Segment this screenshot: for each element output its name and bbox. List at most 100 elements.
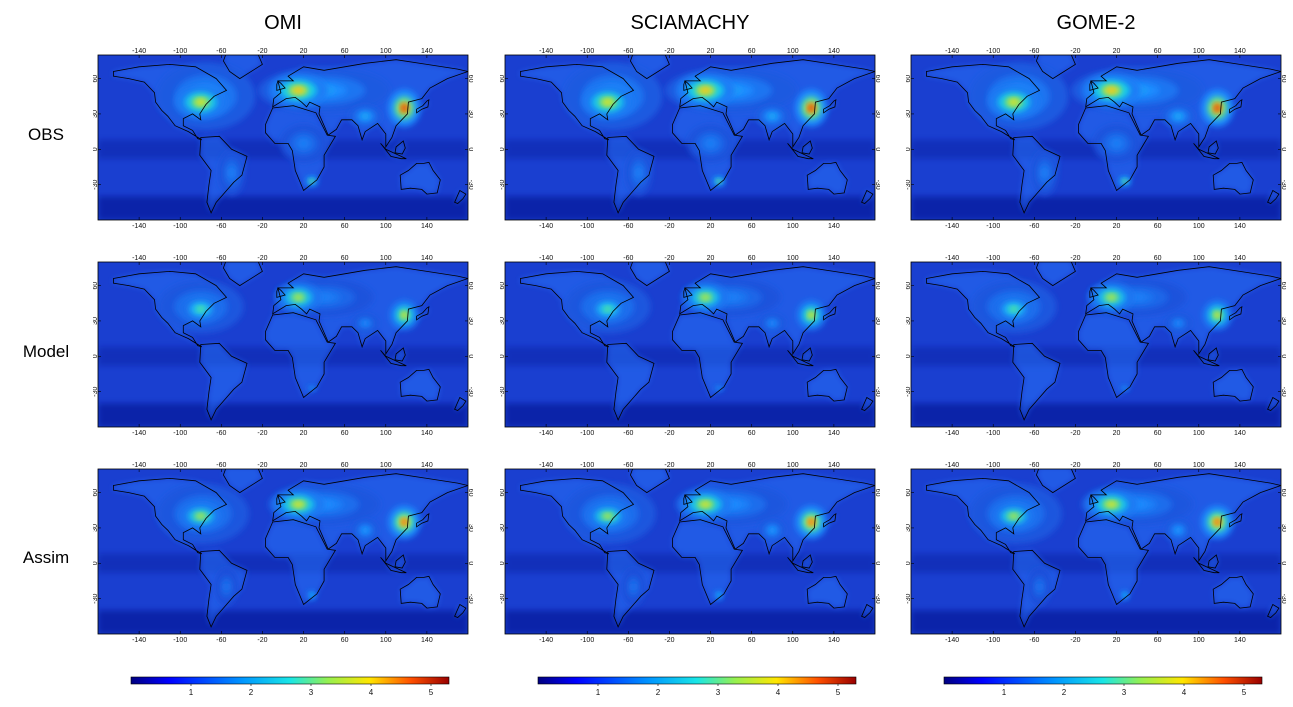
- lon-tick-label-top: -140: [132, 48, 146, 55]
- land-tint-borneo: [395, 141, 406, 154]
- hotspot: [293, 501, 304, 507]
- colorbar-tick-label: 5: [1242, 688, 1247, 697]
- coastline-borneo: [1207, 554, 1219, 569]
- coastline-africa: [265, 519, 337, 606]
- land-tint-indonesia: [380, 143, 407, 159]
- lat-tick-label-right: -30: [874, 387, 880, 397]
- lon-tick-label-bottom: 100: [380, 223, 392, 230]
- hotspot: [603, 99, 613, 106]
- coastline-uk: [276, 494, 286, 505]
- colorbar-tick-label: 3: [1122, 688, 1127, 697]
- southern-band: [505, 403, 875, 427]
- land-tint-indonesia: [1193, 350, 1220, 366]
- coastline-japan: [1229, 99, 1243, 114]
- lon-tick-label-top: -100: [173, 255, 187, 262]
- lat-tick-label-left: 60: [906, 75, 912, 83]
- map-frame: [97, 468, 469, 635]
- lat-tick-label-right: 60: [467, 282, 473, 290]
- colorbar-tick-label: 2: [249, 688, 254, 697]
- land-tint-south-america: [199, 343, 247, 420]
- lon-tick-label-bottom: -20: [257, 430, 267, 437]
- land-tint-borneo: [802, 348, 813, 361]
- colorbar-tick-label: 4: [369, 688, 374, 697]
- lon-tick-label-top: -60: [1029, 462, 1039, 469]
- lon-tick-label-bottom: -100: [986, 223, 1000, 230]
- lon-tick-label-bottom: 140: [421, 637, 433, 644]
- coastline-south-america: [199, 135, 248, 214]
- lon-tick-label-bottom: -20: [1070, 637, 1080, 644]
- lon-tick-label-bottom: -60: [216, 637, 226, 644]
- coastline-uk: [276, 287, 286, 298]
- hotspot: [294, 294, 303, 300]
- coastline-borneo: [801, 554, 813, 569]
- hotspot: [1175, 528, 1181, 533]
- lon-tick-label-bottom: 60: [341, 223, 349, 230]
- lat-tick-label-right: 0: [1280, 147, 1286, 151]
- lon-tick-label-bottom: -140: [945, 223, 959, 230]
- lon-tick-label-top: 60: [748, 462, 756, 469]
- colorbar-tick-label: 3: [309, 688, 314, 697]
- hotspot: [636, 168, 641, 177]
- coastline-new-zealand: [454, 189, 467, 204]
- map-canvas: -140 -140 -100 -100 -60 -60 -20 -20 20 20 60 60 100 1…: [93, 462, 473, 644]
- lon-tick-label-bottom: -60: [216, 430, 226, 437]
- lon-tick-label-bottom: -100: [173, 637, 187, 644]
- lat-tick-label-left: 30: [93, 110, 99, 118]
- southern-band: [98, 403, 468, 427]
- coastline-indonesia: [787, 350, 814, 367]
- coastline-new-zealand: [454, 603, 467, 618]
- lon-tick-label-top: -140: [945, 462, 959, 469]
- lon-tick-label-top: -100: [580, 255, 594, 262]
- lon-tick-label-bottom: -100: [580, 430, 594, 437]
- coastline-indonesia: [1193, 557, 1220, 574]
- coastline-uk: [683, 287, 693, 298]
- lat-tick-label-left: 30: [906, 110, 912, 118]
- southern-band: [98, 196, 468, 220]
- lon-tick-label-top: 60: [748, 48, 756, 55]
- lat-tick-label-left: 30: [500, 317, 506, 325]
- lon-tick-label-top: 60: [341, 48, 349, 55]
- coastline-south-america: [606, 342, 655, 421]
- coastline-indonesia: [1193, 350, 1220, 367]
- lon-tick-label-top: -20: [257, 48, 267, 55]
- lat-tick-label-right: 0: [1280, 354, 1286, 358]
- lat-tick-label-right: 30: [1280, 110, 1286, 118]
- lon-tick-label-top: 140: [828, 48, 840, 55]
- hotspot: [196, 99, 206, 106]
- land-tint-new-zealand: [1267, 397, 1279, 411]
- coastline-australia: [1212, 161, 1254, 195]
- lon-tick-label-bottom: 60: [1154, 223, 1162, 230]
- land-tint-borneo: [395, 555, 406, 568]
- lat-tick-label-right: 30: [467, 110, 473, 118]
- coastline-africa: [1078, 105, 1150, 192]
- lon-tick-label-top: 20: [300, 462, 308, 469]
- map-panel-obs-gome-2: -140 -140 -100 -100 -60 -60 -20 -20 20 20 60 60 100 1…: [906, 45, 1286, 230]
- row-label-1: Model: [22, 342, 70, 361]
- lon-tick-label-top: -140: [945, 48, 959, 55]
- coastline-indonesia: [787, 557, 814, 574]
- land-tint-africa: [265, 312, 336, 398]
- coastline-indonesia: [1193, 143, 1220, 160]
- land-tint-greenland: [223, 469, 263, 493]
- lon-tick-label-bottom: -140: [132, 637, 146, 644]
- colorbar-gradient: [943, 676, 1263, 685]
- land-tint-indonesia: [380, 350, 407, 366]
- lon-tick-label-bottom: -20: [664, 223, 674, 230]
- lat-tick-label-right: 0: [467, 147, 473, 151]
- coastline-south-america: [606, 549, 655, 628]
- coastline-indonesia: [380, 350, 407, 367]
- lon-tick-label-bottom: -100: [580, 223, 594, 230]
- lon-tick-label-bottom: -140: [539, 223, 553, 230]
- row-label-0: OBS: [28, 125, 64, 144]
- lat-tick-label-left: 0: [906, 147, 912, 151]
- lon-tick-label-bottom: -60: [1029, 430, 1039, 437]
- lon-tick-label-top: -60: [1029, 48, 1039, 55]
- colorbar-tick-label: 4: [776, 688, 781, 697]
- coastline-greenland: [1035, 55, 1076, 80]
- lon-tick-label-top: 100: [787, 462, 799, 469]
- lat-tick-label-right: 30: [467, 317, 473, 325]
- lat-tick-label-right: 60: [874, 282, 880, 290]
- lon-tick-label-bottom: 60: [341, 430, 349, 437]
- hotspot: [1214, 519, 1221, 526]
- lon-tick-label-bottom: -60: [623, 430, 633, 437]
